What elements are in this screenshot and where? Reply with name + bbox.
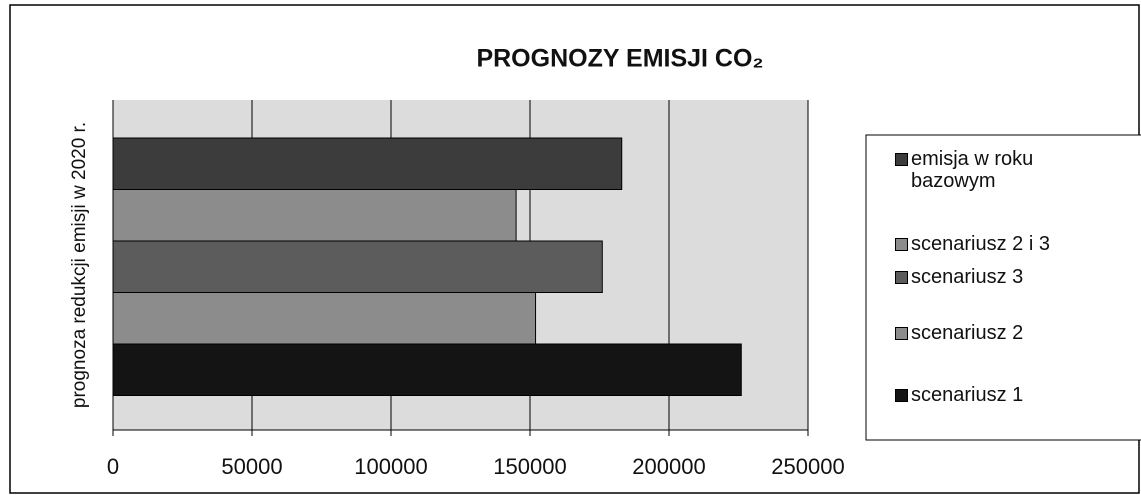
chart-title: PROGNOZY EMISJI CO₂ — [476, 45, 763, 73]
legend-item: scenariusz 2 i 3 — [895, 233, 1141, 255]
x-tick-label: 200000 — [632, 454, 705, 479]
legend-swatch — [895, 327, 908, 340]
legend-swatch — [895, 238, 908, 251]
x-tick-label: 100000 — [354, 454, 427, 479]
legend-swatch — [895, 153, 908, 166]
legend-label: scenariusz 3 — [911, 266, 1024, 288]
legend-label: scenariusz 1 — [911, 384, 1024, 406]
legend-item: scenariusz 1 — [895, 384, 1141, 406]
x-tick-label: 150000 — [493, 454, 566, 479]
x-tick-label: 0 — [107, 454, 119, 479]
bar — [112, 137, 623, 190]
legend-label: scenariusz 2 — [911, 322, 1024, 344]
x-tick-label: 250000 — [771, 454, 844, 479]
legend-box — [865, 134, 1141, 441]
legend-item: scenariusz 3 — [895, 266, 1141, 288]
bar — [112, 240, 603, 293]
legend-swatch — [895, 271, 908, 284]
legend-swatch — [895, 389, 908, 402]
x-tick-label: 50000 — [221, 454, 282, 479]
legend-item: emisja w roku bazowym — [895, 148, 1141, 192]
bar — [112, 189, 517, 242]
legend-label: scenariusz 2 i 3 — [911, 233, 1050, 255]
legend-item: scenariusz 2 — [895, 322, 1141, 344]
bar — [112, 292, 537, 345]
legend-label: emisja w roku bazowym — [911, 148, 1034, 192]
y-axis-label: prognoza redukcji emisji w 2020 r. — [69, 122, 90, 408]
bar — [112, 343, 742, 396]
